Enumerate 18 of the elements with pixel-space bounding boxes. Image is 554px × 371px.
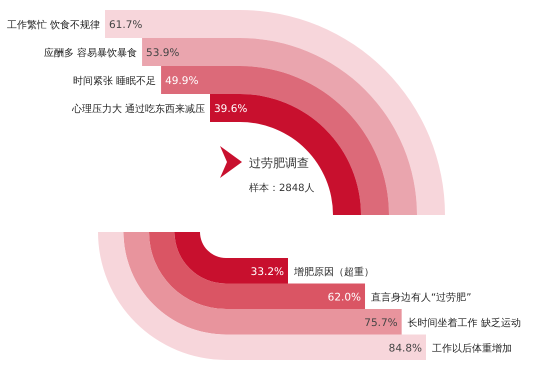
text: 过劳肥调查 xyxy=(249,156,309,170)
data-label: 61.7% xyxy=(109,19,142,31)
data-label: 84.8% xyxy=(388,342,422,354)
category-label: 工作繁忙 饮食不规律 xyxy=(6,19,100,31)
category-label: 时间紧张 睡眠不足 xyxy=(72,75,156,87)
text: 样本：2848人 xyxy=(249,182,314,194)
category-label: 增肥原因（超重） xyxy=(293,266,374,278)
category-label: 心理压力大 通过吃东西来减压 xyxy=(70,103,205,115)
category-label: 直言身边有人“过劳肥” xyxy=(371,291,472,304)
data-label: 33.2% xyxy=(250,266,284,278)
category-label: 应酬多 容易暴饮暴食 xyxy=(44,47,138,59)
data-label: 53.9% xyxy=(146,47,180,59)
data-label: 39.6% xyxy=(214,103,248,115)
data-label: 62.0% xyxy=(328,291,362,304)
data-label: 75.7% xyxy=(364,316,398,329)
category-label: 工作以后体重增加 xyxy=(432,342,512,354)
data-label: 49.9% xyxy=(165,75,198,87)
category-label: 长时间坐着工作 缺乏运动 xyxy=(408,316,521,329)
